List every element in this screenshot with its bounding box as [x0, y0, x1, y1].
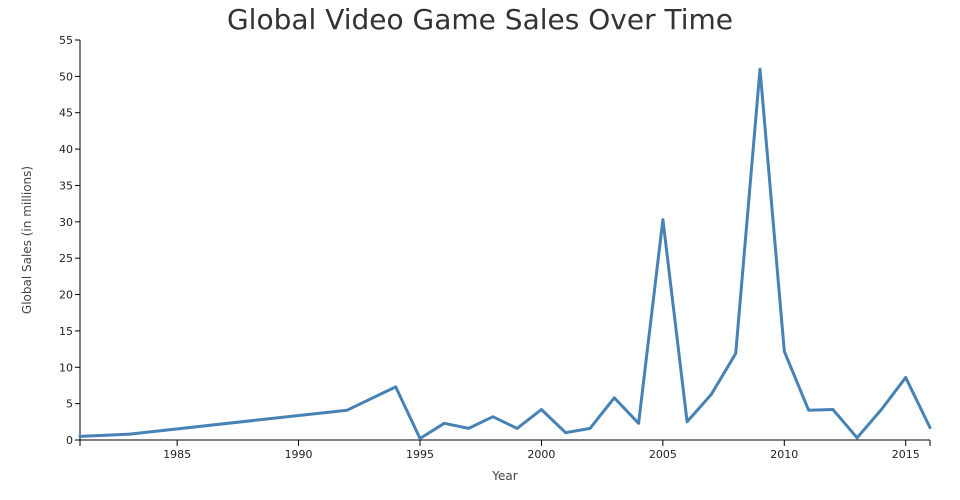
y-axis-title: Global Sales (in millions) — [20, 166, 34, 314]
y-tick-label: 30 — [59, 216, 73, 229]
x-tick-label: 1985 — [163, 448, 191, 461]
x-tick-label: 2015 — [892, 448, 920, 461]
x-tick-label: 1995 — [406, 448, 434, 461]
x-tick-label: 1990 — [285, 448, 313, 461]
x-tick-label: 2010 — [770, 448, 798, 461]
y-tick-label: 55 — [59, 34, 73, 47]
x-tick-label: 2000 — [527, 448, 555, 461]
series-line — [78, 67, 932, 440]
x-axis-title: Year — [491, 469, 517, 483]
y-tick-label: 20 — [59, 289, 73, 302]
x-tick-label: 2005 — [649, 448, 677, 461]
y-tick-label: 45 — [59, 107, 73, 120]
y-tick-label: 0 — [66, 434, 73, 447]
chart-title: Global Video Game Sales Over Time — [227, 3, 733, 36]
x-axis: 1985 1990 1995 2000 2005 2010 2015 — [79, 439, 931, 461]
y-tick-label: 50 — [59, 70, 73, 83]
y-tick-label: 10 — [59, 361, 73, 374]
plot-area — [78, 67, 932, 440]
y-axis: 0 5 10 15 20 25 30 35 40 45 50 55 — [59, 34, 81, 447]
y-tick-label: 40 — [59, 143, 73, 156]
y-tick-label: 5 — [66, 398, 73, 411]
y-tick-label: 35 — [59, 179, 73, 192]
y-tick-label: 15 — [59, 325, 73, 338]
y-tick-label: 25 — [59, 252, 73, 265]
